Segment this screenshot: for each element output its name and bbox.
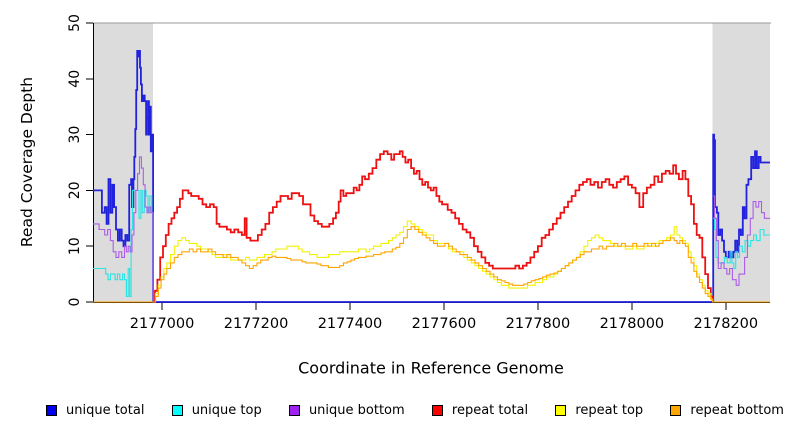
x-tick-label: 2177800 — [506, 316, 571, 332]
y-tick-label: 30 — [67, 126, 83, 144]
series-unique-total — [93, 50, 770, 303]
legend-swatch-icon — [46, 404, 57, 416]
y-tick-label: 20 — [67, 181, 83, 199]
coverage-plot-canvas: 0 10 20 30 40 50 2177000 2177200 2177400 2177600 2… — [67, 14, 771, 332]
legend-item-unique-bottom: unique bottom — [288, 402, 405, 418]
y-tick-label: 40 — [67, 70, 83, 88]
x-axis-title: Coordinate in Reference Genome — [298, 358, 564, 378]
series-unique-bottom — [713, 195, 770, 286]
legend-swatch-icon — [288, 404, 300, 416]
legend-label: repeat total — [451, 402, 529, 418]
x-tick-label: 2178200 — [694, 316, 759, 332]
x-tick-label: 2177000 — [130, 316, 195, 332]
y-tick-label: 50 — [67, 14, 83, 32]
legend-item-repeat-top: repeat top — [555, 403, 643, 418]
legend-label: unique top — [191, 402, 262, 418]
y-axis-title: Read Coverage Depth — [18, 76, 36, 248]
legend-item-repeat-total: repeat total — [431, 402, 529, 418]
legend-label: repeat top — [575, 402, 644, 418]
legend-swatch-icon — [555, 404, 567, 416]
legend-swatch-icon — [431, 404, 443, 416]
legend-item-unique-top: unique top — [171, 402, 262, 418]
legend-swatch-icon — [171, 404, 183, 416]
y-tick-label: 0 — [67, 298, 83, 307]
x-tick-label: 2177600 — [412, 316, 477, 332]
legend-label: unique bottom — [308, 402, 405, 418]
x-tick-label: 2178000 — [600, 316, 665, 332]
legend-label: unique total — [66, 402, 145, 418]
y-tick-label: 10 — [67, 237, 83, 255]
series-unique-top — [93, 189, 154, 302]
series-repeat-top — [153, 220, 714, 303]
series-unique-bottom — [93, 156, 154, 302]
series-unique-top — [713, 217, 770, 270]
legend-label: repeat bottom — [690, 402, 784, 418]
shaded-region — [93, 23, 154, 302]
legend-item-repeat-bottom: repeat bottom — [670, 403, 784, 418]
legend: unique total unique top unique bottom repea… — [46, 400, 784, 420]
x-tick-label: 2177400 — [318, 316, 383, 332]
legend-swatch-icon — [670, 404, 682, 416]
x-tick-label: 2177200 — [224, 316, 289, 332]
series-repeat-total — [153, 150, 714, 303]
series-repeat-bottom — [93, 226, 770, 303]
legend-item-unique-total: unique total — [46, 403, 144, 418]
